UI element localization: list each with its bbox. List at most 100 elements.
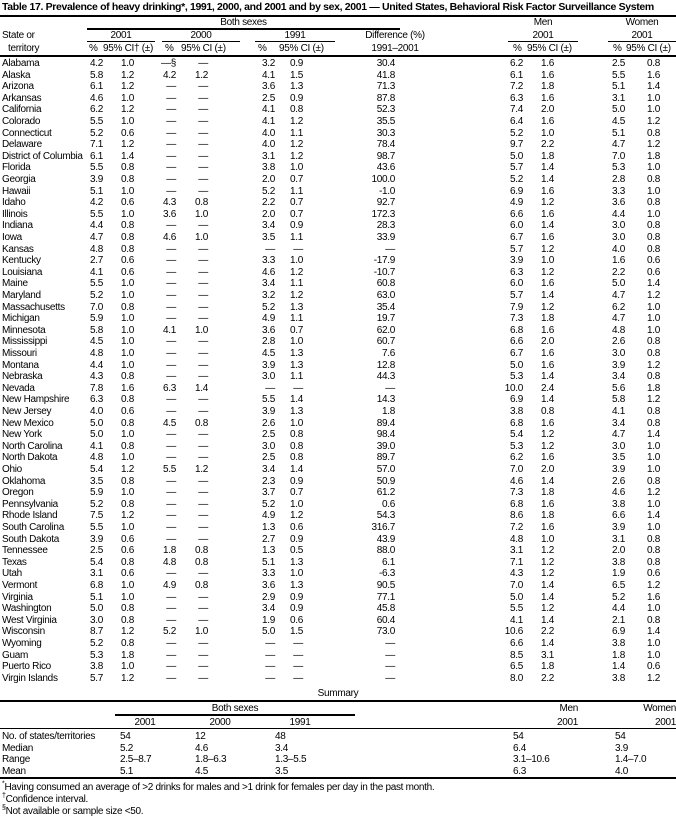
table-cell: — — [198, 336, 208, 348]
table-cell: — — [166, 336, 176, 348]
table-cell: 0.7 — [289, 324, 303, 336]
table-cell: 1.0 — [120, 116, 134, 127]
table-cell: 5.4 — [509, 429, 523, 441]
pct-header: % — [165, 43, 174, 54]
table-cell: 1.8 — [540, 510, 554, 522]
table-cell: 0.8 — [646, 417, 660, 429]
state-name: New Jersey — [2, 406, 52, 417]
table-cell: 0.8 — [646, 406, 660, 417]
table-cell: 8.5 — [509, 649, 523, 661]
table-cell: 5.7 — [509, 243, 523, 255]
table-cell: 5.7 — [89, 672, 103, 684]
table-cell: 5.1 — [611, 81, 625, 93]
table-cell: 3.8 — [611, 672, 625, 684]
summary-cell: 5.2 — [120, 742, 134, 754]
table-cell: 1.3 — [289, 580, 303, 591]
table-cell: 4.6 — [261, 266, 275, 278]
table-cell: 5.2 — [89, 638, 103, 649]
table-cell: — — [166, 406, 176, 417]
year-rule — [255, 41, 335, 42]
table-cell: 1.6 — [540, 417, 554, 429]
state-name: Nebraska — [2, 371, 43, 383]
table-cell: 1.6 — [611, 255, 625, 267]
table-cell: — — [166, 614, 176, 626]
table-cell: 0.8 — [646, 220, 660, 232]
table-cell: — — [198, 533, 208, 545]
table-cell: 1.0 — [289, 417, 303, 429]
table-cell: 5.4 — [89, 556, 103, 568]
table-cell: 6.8 — [509, 417, 523, 429]
table-cell: 1.3 — [289, 406, 303, 417]
table-row: West Virginia 3.0 0.8 — — 1.9 0.6 60.4 4.1 1.4 2.1… — [0, 615, 676, 627]
table-cell: 3.8 — [261, 162, 275, 174]
table-cell: — — [198, 452, 208, 464]
state-name: Washington — [2, 603, 52, 615]
table-cell: 3.0 — [611, 232, 625, 243]
table-cell: 1.0 — [289, 255, 303, 267]
table-cell: 1.0 — [120, 348, 134, 359]
table-cell: 62.0 — [376, 324, 396, 336]
table-cell: 5.8 — [89, 324, 103, 336]
table-cell: 1.8 — [646, 150, 660, 162]
table-cell: — — [166, 255, 176, 267]
table-cell: 4.2 — [89, 58, 103, 69]
state-name: Idaho — [2, 197, 26, 209]
state-name: New Hampshire — [2, 394, 70, 406]
table-cell: 4.0 — [89, 406, 103, 417]
table-cell: 1.4 — [646, 81, 660, 93]
table-cell: — — [166, 638, 176, 649]
table-cell: 6.3 — [162, 382, 176, 394]
table-cell: 0.6 — [120, 127, 134, 139]
table-cell: — — [166, 348, 176, 359]
table-cell: 1.4 — [540, 290, 554, 301]
table-cell: — — [293, 649, 303, 661]
state-name: Michigan — [2, 313, 40, 325]
table-cell: 5.0 — [89, 603, 103, 615]
table-cell: 0.8 — [646, 336, 660, 348]
table-cell: — — [385, 382, 395, 394]
table-cell: 2.4 — [540, 382, 554, 394]
table-row: Arizona 6.1 1.2 — — 3.6 1.3 71.3 7.2 1.8 5.1 1.4 — [0, 81, 676, 93]
summary-men: Men — [559, 703, 578, 714]
year-2001-header: 2001 — [110, 30, 132, 41]
table-row: Delaware 7.1 1.2 — — 4.0 1.2 78.4 9.7 2.2 4.7 1.2 — [0, 139, 676, 151]
table-cell: 9.7 — [509, 139, 523, 151]
table-cell: 3.7 — [261, 487, 275, 499]
table-cell: — — [293, 638, 303, 649]
table-cell: 1.6 — [540, 359, 554, 371]
table-cell: 6.6 — [509, 336, 523, 348]
summary-title: Summary — [317, 688, 359, 699]
table-cell: — — [198, 487, 208, 499]
table-cell: — — [166, 510, 176, 522]
difference-header-line2: 1991–2001 — [371, 43, 419, 54]
table-cell: 7.1 — [509, 556, 523, 568]
table-cell: 0.8 — [120, 243, 134, 255]
table-cell: 3.3 — [261, 255, 275, 267]
table-cell: 0.6 — [120, 266, 134, 278]
table-cell: 0.8 — [120, 394, 134, 406]
table-cell: 1.2 — [540, 556, 554, 568]
table-cell: 7.1 — [89, 139, 103, 151]
table-row: Connecticut 5.2 0.6 — — 4.0 1.1 30.3 5.2 1.0 5.1 0.… — [0, 128, 676, 140]
table-cell: — — [166, 487, 176, 499]
table-row: Wyoming 5.2 0.8 — — — — — 6.6 1.4 3.8 1.0 — [0, 638, 676, 650]
table-cell: 3.1 — [509, 545, 523, 557]
table-cell: 4.1 — [162, 324, 176, 336]
table-cell: — — [198, 649, 208, 661]
table-cell: — — [166, 672, 176, 684]
table-cell: — — [198, 591, 208, 603]
summary-top-rule — [0, 700, 676, 702]
table-cell: 5.8 — [611, 394, 625, 406]
table-cell: 4.6 — [89, 92, 103, 104]
table-cell: 3.3 — [611, 185, 625, 197]
table-cell: 4.4 — [89, 220, 103, 232]
men-year-header: 2001 — [532, 30, 554, 41]
table-cell: 7.9 — [509, 301, 523, 313]
table-cell: 5.2 — [89, 498, 103, 510]
table-cell: 3.0 — [261, 440, 275, 452]
table-cell: 2.2 — [540, 672, 554, 684]
table-cell: 1.2 — [540, 197, 554, 209]
table-cell: 1.6 — [540, 452, 554, 464]
table-row: Florida 5.5 0.8 — — 3.8 1.0 43.6 5.7 1.4 5.3 1.0 — [0, 162, 676, 174]
table-cell: 1.2 — [540, 243, 554, 255]
